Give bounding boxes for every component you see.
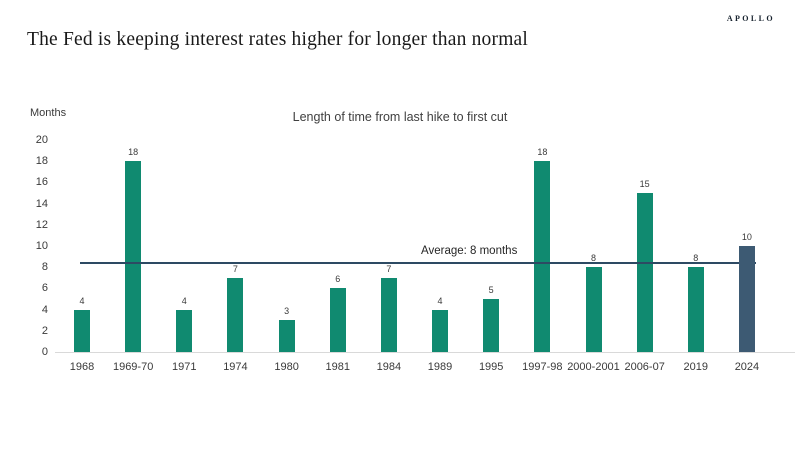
x-tick-label: 1968	[69, 361, 95, 373]
bar-1984	[380, 277, 397, 352]
y-tick-label: 20	[35, 134, 48, 146]
y-tick-label: 16	[35, 176, 48, 189]
bar-value-label: 8	[590, 253, 596, 264]
x-tick-label: 1974	[223, 361, 248, 373]
bar-value-label: 10	[741, 232, 752, 242]
bar-value-label: 5	[488, 285, 494, 295]
y-tick-label: 14	[35, 197, 48, 210]
page-title: The Fed is keeping interest rates higher…	[27, 29, 529, 50]
bar-1968	[74, 309, 90, 352]
bar-value-label: 7	[386, 263, 392, 274]
x-axis-line	[55, 352, 795, 353]
bar-value-label: 8	[693, 253, 699, 264]
y-tick-label: 10	[35, 240, 48, 252]
bar-1981	[329, 288, 346, 352]
bar-2006-07	[636, 193, 653, 352]
x-tick-label: 1969-70	[112, 361, 154, 373]
x-tick-label: 2006-07	[624, 361, 665, 373]
bar-value-label: 6	[335, 274, 341, 285]
bar-1971	[176, 309, 193, 352]
apollo-logo: APOLLO	[726, 14, 775, 23]
bar-value-label: 4	[437, 295, 443, 306]
y-tick-label: 4	[41, 303, 48, 316]
bar-value-label: 4	[181, 295, 187, 306]
bar-1969-70	[125, 161, 142, 352]
y-tick-label: 2	[41, 324, 48, 337]
bar-1995	[483, 299, 500, 352]
x-tick-label: 2000-2001	[567, 361, 620, 373]
x-tick-label: 2019	[683, 361, 709, 373]
chart-title: Length of time from last hike to first c…	[292, 110, 508, 124]
x-tick-label: 2024	[734, 361, 760, 373]
average-line	[80, 261, 756, 265]
bar-1974	[227, 277, 244, 352]
y-tick-label: 6	[41, 282, 48, 295]
x-tick-label: 1997-98	[522, 361, 563, 373]
x-tick-label: 1980	[274, 361, 299, 373]
bar-2000-2001	[585, 267, 602, 352]
bar-value-label: 18	[128, 147, 139, 158]
bar-1980	[278, 320, 295, 352]
bar-2024	[738, 246, 755, 352]
average-line-label: Average: 8 months	[421, 244, 518, 257]
y-axis-label: Months	[30, 107, 67, 119]
y-tick-label: 0	[41, 346, 48, 358]
y-tick-label: 18	[35, 155, 48, 168]
bar-2019	[687, 267, 704, 352]
bar-1989	[432, 309, 449, 352]
bar-value-label: 4	[79, 295, 85, 306]
bar-1997-98	[534, 161, 551, 352]
bar-value-label: 15	[639, 179, 650, 189]
bar-value-label: 3	[284, 306, 290, 317]
bar-value-label: 7	[232, 263, 238, 274]
y-tick-label: 8	[41, 261, 48, 274]
y-tick-label: 12	[35, 218, 48, 231]
x-tick-label: 1971	[172, 361, 197, 373]
x-tick-label: 1995	[478, 361, 504, 373]
bar-value-label: 18	[537, 147, 548, 158]
x-tick-label: 1984	[376, 361, 402, 373]
x-tick-label: 1981	[325, 361, 350, 373]
x-tick-label: 1989	[427, 361, 453, 373]
